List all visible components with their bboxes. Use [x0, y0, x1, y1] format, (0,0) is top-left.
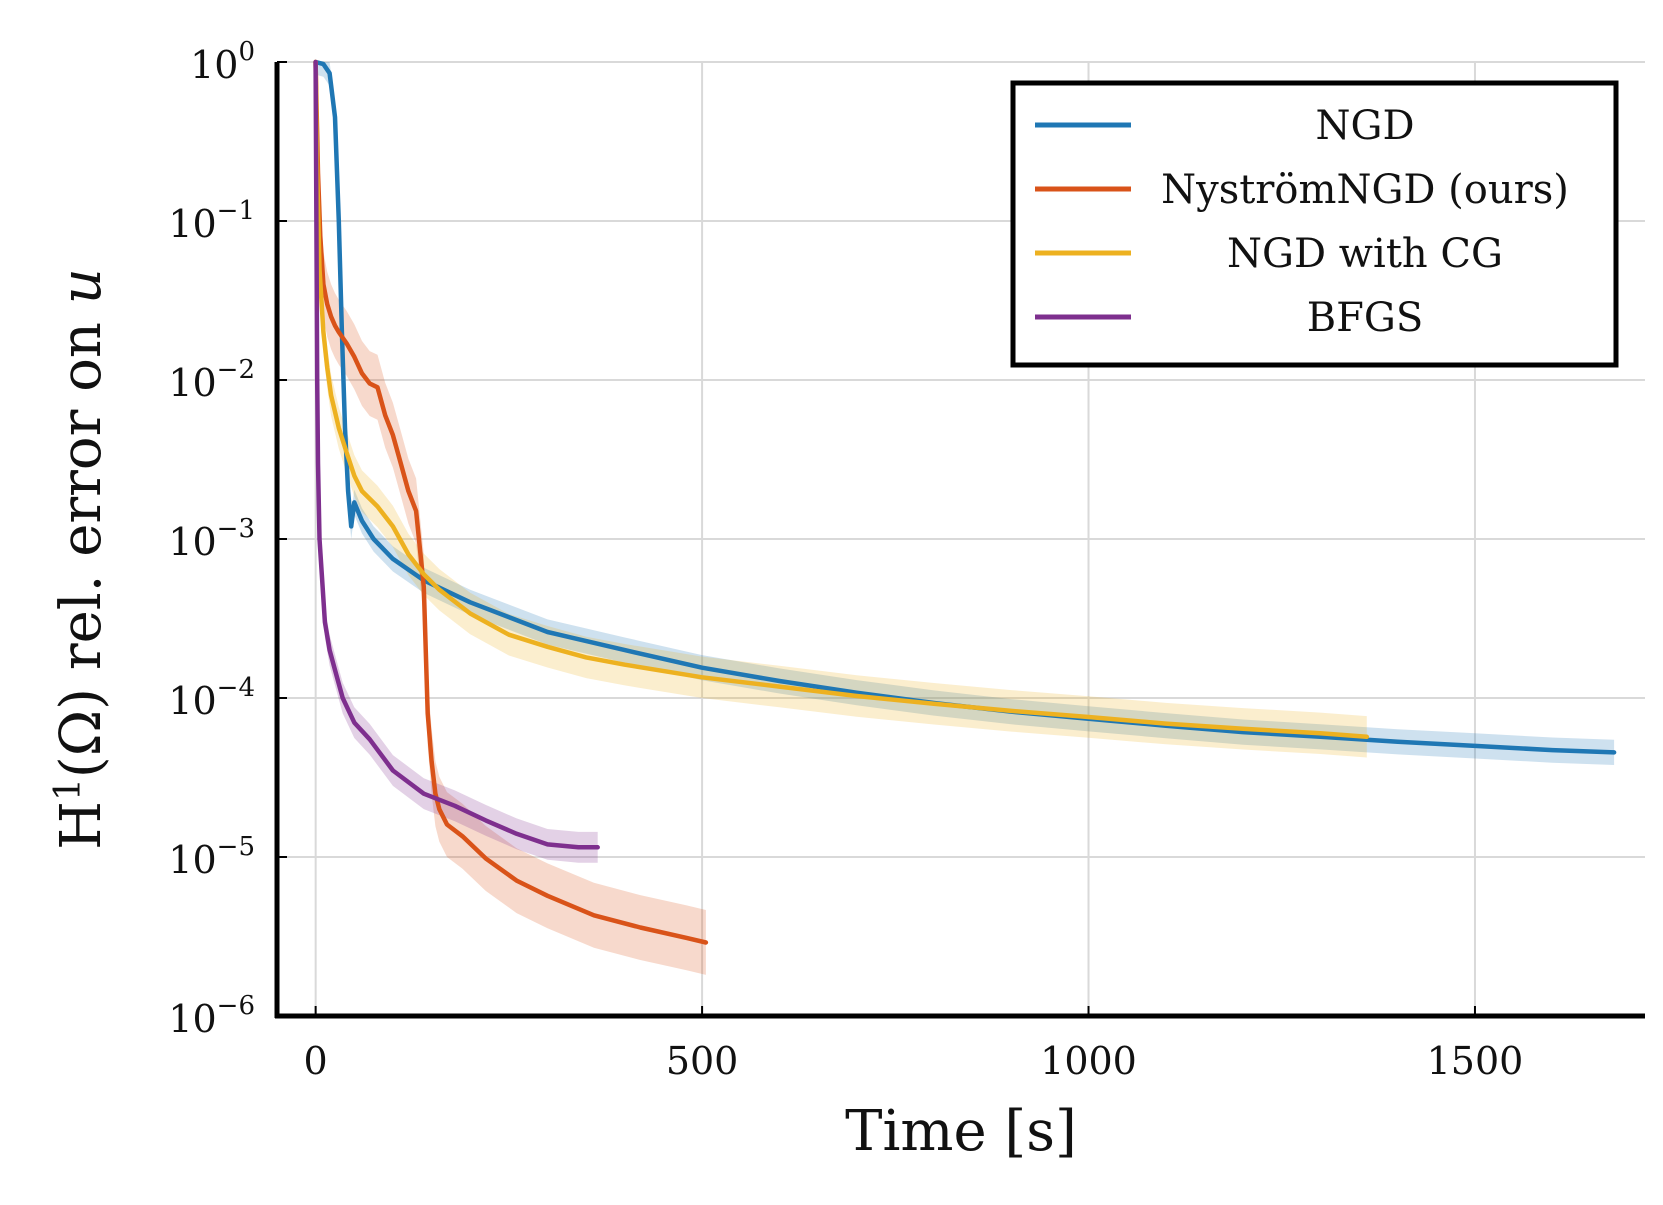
series-line-0: [313, 59, 1617, 755]
series-lines: [313, 59, 1617, 945]
y-tick-exponent: −2: [217, 355, 255, 385]
y-tick-label: 10−5: [168, 832, 255, 882]
axes: [274, 61, 1645, 1019]
y-tick-base: 10: [190, 43, 238, 87]
y-tick-base: 10: [168, 838, 216, 882]
x-tick-label: 500: [666, 1039, 739, 1083]
y-tick-base: 10: [168, 679, 216, 723]
series-line-2: [313, 59, 1370, 740]
y-tick-base: 10: [168, 361, 216, 405]
y-tick-base: 10: [168, 997, 216, 1041]
x-axis-title: Time [s]: [845, 1099, 1077, 1164]
legend-label-2: NGD with CG: [1227, 231, 1503, 277]
y-tick-exponent: −4: [217, 673, 255, 703]
y-tick-base: 10: [168, 202, 216, 246]
series-line-3: [313, 59, 600, 850]
y-axis-title-main: H: [49, 801, 114, 850]
x-tick-label: 0: [304, 1039, 328, 1083]
y-tick-label: 10−2: [168, 355, 255, 405]
y-axis-title-var: u: [49, 268, 114, 304]
y-tick-label: 10−1: [168, 196, 255, 246]
x-tick-label: 1000: [1040, 1039, 1137, 1083]
legend: NGD NyströmNGD (ours) NGD with CG BFGS: [1010, 80, 1619, 368]
series-line-1: [313, 59, 709, 945]
x-tick-label: 1500: [1427, 1039, 1524, 1083]
y-tick-exponent: −6: [217, 991, 255, 1021]
y-tick-label: 10−4: [168, 673, 255, 723]
legend-label-3: BFGS: [1307, 295, 1424, 341]
y-axis-title-rest: (Ω) rel. error on: [49, 304, 114, 778]
y-tick-base: 10: [168, 520, 216, 564]
legend-label-1: NyströmNGD (ours): [1161, 167, 1569, 213]
y-tick-exponent: 0: [238, 37, 255, 67]
x-tick-labels: 0 500 1000 1500: [304, 1039, 1524, 1083]
y-tick-exponent: −3: [217, 514, 255, 544]
y-tick-label: 100: [190, 37, 255, 87]
y-axis-title: H1(Ω) rel. error on u: [48, 268, 115, 850]
y-tick-label: 10−6: [168, 991, 255, 1041]
y-tick-exponent: −1: [217, 196, 255, 226]
y-axis-title-sup: 1: [48, 778, 89, 801]
legend-label-0: NGD: [1315, 103, 1414, 149]
y-tick-exponent: −5: [217, 832, 255, 862]
y-tick-label: 10−3: [168, 514, 255, 564]
